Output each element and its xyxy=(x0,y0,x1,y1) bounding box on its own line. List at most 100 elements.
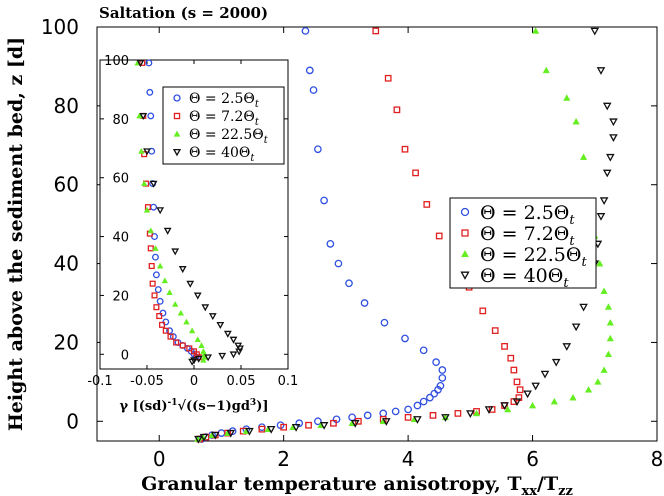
main-data-point xyxy=(572,117,580,125)
main-x-label: Granular temperature anisotropy, Txx/Tzz xyxy=(141,473,573,496)
main-data-point xyxy=(600,287,608,294)
inset-data-point xyxy=(235,348,244,356)
main-legend-marker xyxy=(461,229,469,237)
inset-legend-label: Θ = 2.5Θt xyxy=(189,91,260,110)
inset-x-label-close: )] xyxy=(256,399,268,414)
main-data-point xyxy=(295,419,304,428)
inset-data-point xyxy=(179,342,186,349)
inset-data-point xyxy=(163,227,172,235)
main-data-point xyxy=(430,389,439,398)
inset-data-point xyxy=(147,227,154,234)
main-data-point xyxy=(413,401,422,410)
inset-data-point xyxy=(229,351,238,359)
main-data-point xyxy=(550,397,558,405)
main-data-point xyxy=(305,66,314,75)
inset-legend-label-sub: t xyxy=(264,135,269,146)
inset-legend-label-text: Θ = 40Θ xyxy=(189,145,250,161)
main-data-point xyxy=(531,382,540,391)
inset-x-tick-label: -0.05 xyxy=(130,374,164,389)
main-y-label: Height above the sediment bed, z [d] xyxy=(5,37,27,431)
main-data-point xyxy=(606,334,614,342)
inset-data-point xyxy=(218,352,227,360)
main-data-point xyxy=(226,429,236,438)
inset-y-tick-label: 20 xyxy=(112,289,129,304)
inset-data-point xyxy=(145,59,153,67)
main-data-point xyxy=(360,299,369,307)
main-data-point xyxy=(372,27,380,35)
main-data-point xyxy=(596,67,606,75)
inset-data-point xyxy=(151,292,158,299)
inset-x-tick-label: -0.1 xyxy=(87,374,112,389)
inset-data-point xyxy=(204,354,213,362)
main-data-point xyxy=(562,343,572,351)
inset-data-point xyxy=(159,321,166,328)
main-data-point xyxy=(432,358,440,366)
inset-data-point xyxy=(139,113,148,121)
main-legend-label-text: Θ = 22.5Θ xyxy=(480,244,581,266)
main-x-tick-label: 0 xyxy=(153,447,166,471)
inset-data-point xyxy=(178,266,187,274)
main-data-point xyxy=(594,378,602,385)
inset-data-point xyxy=(152,271,160,279)
main-data-point xyxy=(314,145,322,154)
main-data-point xyxy=(309,86,318,94)
inset-legend-label-sub: t xyxy=(255,99,260,110)
main-data-point xyxy=(423,201,431,208)
main-y-tick-label: 80 xyxy=(54,94,79,118)
main-x-tick-label: 4 xyxy=(402,447,415,471)
main-data-point xyxy=(404,405,412,414)
main-legend-label: Θ = 40Θt xyxy=(480,265,569,291)
main-legend-marker xyxy=(461,249,469,258)
inset-data-point xyxy=(177,309,185,316)
inset-data-point xyxy=(198,342,205,348)
inset-legend-label: Θ = 7.2Θt xyxy=(189,109,260,128)
inset-data-point xyxy=(171,300,179,307)
main-x-label-slash: /T xyxy=(537,473,558,495)
main-data-point xyxy=(441,414,450,422)
inset-y-tick-label: 60 xyxy=(112,172,129,187)
inset-legend-label: Θ = 40Θt xyxy=(189,145,255,164)
main-data-point xyxy=(379,409,388,418)
main-legend-label-sub: t xyxy=(563,276,569,291)
main-data-point xyxy=(217,429,226,437)
main-series-square xyxy=(196,27,524,443)
main-data-point xyxy=(584,386,593,393)
main-x-label-sub1: xx xyxy=(521,484,537,496)
main-legend-label-sub: t xyxy=(581,255,587,270)
inset-data-point xyxy=(156,312,163,320)
inset-legend-marker xyxy=(173,130,181,137)
main-data-point xyxy=(569,393,577,401)
main-data-point xyxy=(532,27,540,34)
inset-x-label-text: γ [(sd) xyxy=(120,399,168,414)
inset-data-point xyxy=(161,277,169,284)
main-y-tick-label: 0 xyxy=(66,409,79,433)
main-data-point xyxy=(454,410,462,417)
main-plot-frame xyxy=(96,26,658,442)
main-data-point xyxy=(606,153,615,162)
main-data-point xyxy=(426,393,434,402)
inset-legend-marker xyxy=(173,94,181,102)
main-data-point xyxy=(334,259,343,268)
main-data-point xyxy=(579,303,588,312)
inset-legend-label-text: Θ = 7.2Θ xyxy=(189,109,255,125)
main-data-point xyxy=(382,418,391,426)
main-data-point xyxy=(602,169,612,178)
inset-data-point xyxy=(140,180,148,187)
inset-data-point xyxy=(156,207,165,215)
main-data-point xyxy=(484,406,494,414)
main-data-point xyxy=(363,411,372,420)
inset-data-point xyxy=(173,339,180,346)
inset-data-point xyxy=(149,180,158,188)
main-data-point xyxy=(602,102,612,111)
inset-data-point xyxy=(143,206,151,213)
main-x-label-sub2: zz xyxy=(558,484,573,496)
main-data-point xyxy=(305,421,312,429)
main-data-point xyxy=(429,412,437,419)
inset-y-tick-label: 100 xyxy=(104,54,129,69)
main-legend-label: Θ = 7.2Θt xyxy=(480,223,575,249)
main-data-point xyxy=(291,423,301,432)
inset-data-point xyxy=(166,289,173,295)
inset-data-point xyxy=(143,148,151,156)
main-data-point xyxy=(326,240,335,248)
